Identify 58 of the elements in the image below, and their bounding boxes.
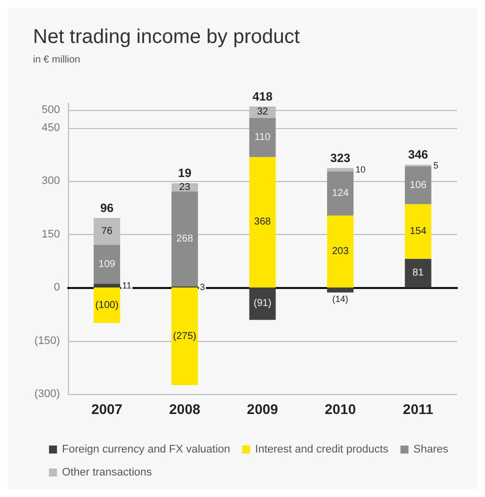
data-label: 106 [410, 180, 427, 191]
x-tick-label: 2009 [246, 401, 278, 417]
data-label: 368 [254, 216, 272, 228]
bar [249, 118, 276, 157]
data-label: (14) [332, 294, 348, 304]
bar [327, 171, 354, 216]
total-label: 346 [408, 148, 428, 162]
y-tick-label: (300) [34, 388, 60, 400]
data-label: (275) [173, 330, 196, 342]
bar [249, 156, 276, 288]
bar [94, 288, 120, 324]
data-label: 81 [412, 268, 424, 279]
bar [404, 204, 432, 259]
x-tick-label: 2008 [169, 401, 200, 417]
data-label: 10 [356, 164, 366, 175]
legend-label: Other transactions [62, 466, 152, 478]
bar [171, 191, 198, 286]
total-label: 323 [330, 150, 351, 165]
data-label: 154 [410, 226, 427, 237]
data-label: 76 [101, 226, 113, 237]
y-tick-label: 500 [42, 104, 60, 116]
chart-subtitle: in € million [33, 54, 80, 66]
legend-label: Interest and credit products [255, 444, 389, 456]
legend-label: Shares [413, 444, 449, 456]
total-label: 96 [100, 200, 114, 215]
data-label: (100) [95, 300, 119, 311]
chart-title: Net trading income by product [33, 26, 300, 48]
total-label: 19 [178, 166, 192, 180]
data-label: 23 [179, 182, 191, 193]
bar [94, 284, 120, 288]
bar [404, 258, 432, 288]
bar [327, 288, 354, 293]
total-label: 418 [252, 90, 273, 104]
bar [94, 244, 120, 284]
legend-label: Foreign currency and FX valuation [62, 444, 230, 456]
data-label: 110 [254, 132, 271, 143]
bar [249, 288, 276, 320]
y-tick-label: 450 [42, 122, 60, 134]
y-tick-label: (150) [34, 334, 60, 347]
bar [171, 288, 198, 386]
data-label: 11 [122, 280, 132, 291]
bar [404, 166, 432, 204]
x-tick-label: 2007 [91, 401, 123, 417]
data-label: 124 [332, 188, 350, 199]
data-label: 3 [200, 282, 205, 292]
data-label: 5 [433, 160, 438, 171]
y-tick-label: 0 [54, 282, 60, 294]
data-label: 109 [98, 258, 116, 270]
bar [327, 215, 354, 288]
x-tick-label: 2011 [402, 401, 434, 417]
data-label: 32 [256, 106, 268, 118]
data-label: 268 [176, 233, 194, 244]
y-tick-label: 150 [42, 228, 60, 240]
data-label: 203 [332, 246, 350, 258]
y-tick-label: 300 [42, 175, 60, 188]
bar [327, 168, 354, 172]
x-tick-label: 2010 [324, 401, 356, 417]
data-label: (91) [254, 298, 272, 310]
